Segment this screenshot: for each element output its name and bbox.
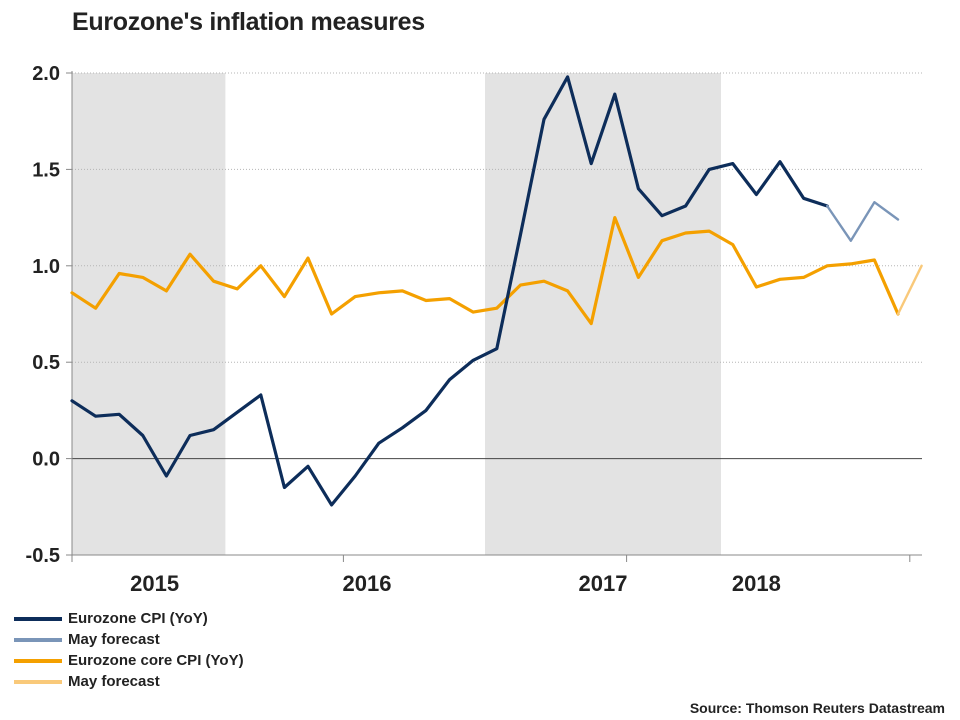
y-tick-label: 1.5 xyxy=(32,159,60,181)
y-tick-label: 0.5 xyxy=(32,352,60,374)
legend-swatch xyxy=(14,637,62,642)
chart-title: Eurozone's inflation measures xyxy=(72,8,425,36)
x-tick-label: 2016 xyxy=(343,571,392,596)
x-tick-label: 2017 xyxy=(579,571,628,596)
series-line-may-forecast-2 xyxy=(826,200,900,242)
shaded-period-1 xyxy=(72,73,226,555)
chart-legend: Eurozone CPI (YoY) May forecast Eurozone c… xyxy=(14,608,244,692)
series-line-may-forecast-4 xyxy=(896,264,923,316)
legend-swatch xyxy=(14,616,62,621)
x-tick-label: 2018 xyxy=(732,571,781,596)
legend-label: May forecast xyxy=(68,631,160,648)
x-tick-label: 2015 xyxy=(130,571,179,596)
legend-item: May forecast xyxy=(14,671,244,692)
legend-item: Eurozone core CPI (YoY) xyxy=(14,650,244,671)
legend-label: May forecast xyxy=(68,673,160,690)
legend-label: Eurozone CPI (YoY) xyxy=(68,610,208,627)
y-tick-label: 1.0 xyxy=(32,256,60,278)
shaded-period-2 xyxy=(485,73,721,555)
y-tick-label: 2.0 xyxy=(32,63,60,85)
y-tick-label: -0.5 xyxy=(26,545,60,567)
legend-swatch xyxy=(14,679,62,684)
legend-item: Eurozone CPI (YoY) xyxy=(14,608,244,629)
legend-item: May forecast xyxy=(14,629,244,650)
series-line-eurozone-cpi-yoy-1 xyxy=(70,75,829,507)
legend-label: Eurozone core CPI (YoY) xyxy=(68,652,244,669)
series-line-eurozone-core-cpi-yoy-3 xyxy=(70,216,900,326)
legend-swatch xyxy=(14,658,62,663)
source-note: Source: Thomson Reuters Datastream xyxy=(689,700,945,716)
y-tick-label: 0.0 xyxy=(32,449,60,471)
